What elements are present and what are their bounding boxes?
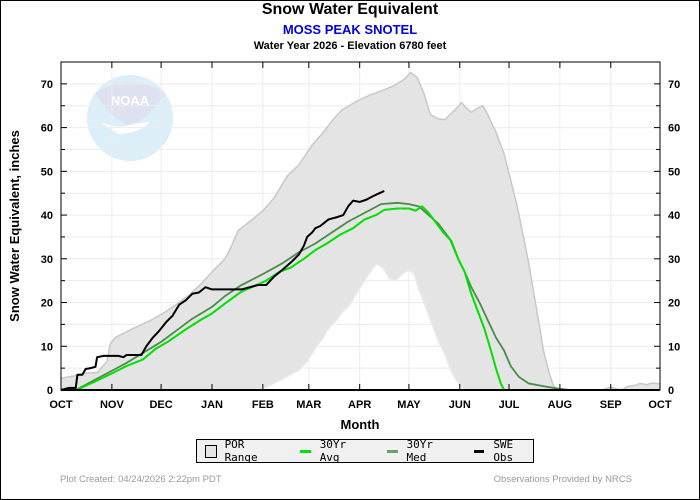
por-min-edge: [61, 263, 660, 391]
por-swatch-icon: [205, 444, 217, 458]
chart-title: Snow Water Equivalent: [261, 1, 439, 18]
noaa-logo-icon: NOAA: [87, 75, 173, 161]
series-30yr-med: [60, 201, 660, 391]
y-tick-label-right: 20: [668, 298, 680, 310]
legend-item-obs: SWE Obs: [468, 438, 533, 464]
y-tick-label-left: 60: [41, 123, 53, 135]
x-tick-label: DEC: [149, 399, 172, 411]
swe-chart: NOAA 0 0 10 10 20 20 30 30 40 40 50 50 60 60 70 70 OCT NO…: [7, 61, 680, 432]
x-tick-label: OCT: [648, 399, 672, 411]
y-tick-label-left: 20: [41, 298, 53, 310]
grid: [61, 62, 660, 390]
legend-label: 30Yr Med: [406, 438, 434, 464]
plot-created: Plot Created: 04/24/2026 2:22pm PDT: [60, 474, 222, 485]
y-tick-label-left: 70: [41, 79, 53, 91]
y-tick-label-right: 10: [668, 341, 680, 353]
por-range: [60, 71, 661, 391]
med-swatch-icon: [387, 449, 398, 453]
por-max-edge: [60, 71, 661, 391]
y-tick-label-left: 50: [41, 166, 53, 178]
chart-subtitle: Water Year 2026 - Elevation 6780 feet: [253, 40, 447, 52]
x-tick-label: FEB: [252, 399, 274, 411]
por-range-area: [61, 72, 660, 390]
legend-item-med: 30Yr Med: [381, 438, 452, 464]
axes: 0 0 10 10 20 20 30 30 40 40 50 50 60 60 70 70 OCT NOV DEC J…: [41, 61, 680, 411]
x-tick-label: SEP: [600, 399, 622, 411]
y-tick-label-left: 40: [41, 210, 53, 222]
legend-item-por: POR Range: [205, 438, 276, 464]
y-tick-label-right: 50: [668, 166, 680, 178]
x-tick-label: JUL: [499, 399, 520, 411]
avg-swatch-icon: [300, 449, 311, 453]
noaa-logo-text: NOAA: [111, 93, 150, 108]
y-axis-label: Snow Water Equivalent, inches: [7, 130, 22, 322]
x-tick-label: JUN: [449, 399, 471, 411]
series-30yr-avg: [61, 205, 660, 391]
x-tick-label: OCT: [49, 399, 73, 411]
x-tick-label: MAY: [397, 399, 421, 411]
legend-item-avg: 30Yr Avg: [294, 438, 365, 464]
legend-label: POR Range: [224, 438, 258, 464]
x-tick-label: AUG: [548, 399, 572, 411]
y-tick-label-left: 10: [41, 341, 53, 353]
y-tick-label-right: 60: [668, 123, 680, 135]
x-tick-label: APR: [348, 399, 371, 411]
y-tick-label-right: 0: [668, 385, 674, 397]
x-tick-label: NOV: [100, 399, 125, 411]
legend: POR Range 30Yr Avg 30Yr Med SWE Obs: [196, 438, 534, 464]
series-swe-obs: [60, 190, 385, 391]
x-tick-label: MAR: [296, 399, 321, 411]
station-name: MOSS PEAK SNOTEL: [282, 22, 418, 37]
x-axis-label: Month: [341, 417, 380, 432]
y-tick-label-right: 40: [668, 210, 680, 222]
y-tick-label-right: 30: [668, 254, 680, 266]
series-lines: [60, 190, 660, 391]
legend-label: 30Yr Avg: [319, 438, 347, 464]
y-tick-label-left: 30: [41, 254, 53, 266]
y-tick-label-left: 0: [47, 385, 53, 397]
y-tick-label-right: 70: [668, 79, 680, 91]
legend-label: SWE Obs: [493, 438, 514, 464]
obs-swatch-icon: [474, 449, 485, 453]
observations-provider: Observations Provided by NRCS: [493, 474, 632, 485]
x-tick-label: JAN: [201, 399, 223, 411]
